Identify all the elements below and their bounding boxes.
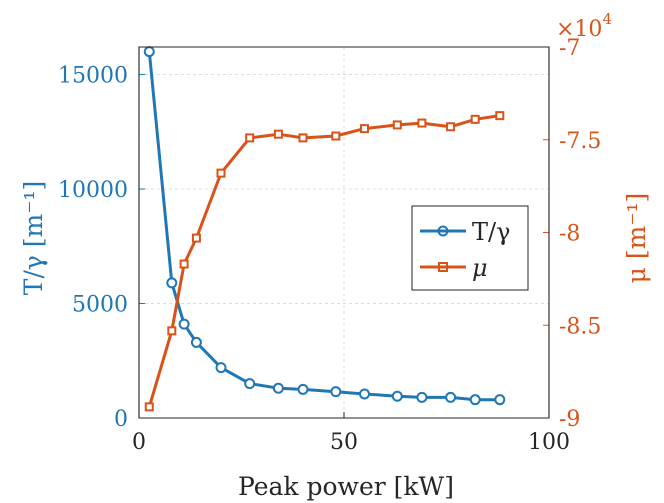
data-point-t-gamma [330,386,342,398]
tick-labels: 0 50 100 0 5000 10000 15000 -9 -8.5 -8 -7.5 -7 [58,36,601,455]
data-point-t-gamma [416,391,428,403]
data-point-mu [191,233,201,243]
data-point-t-gamma [178,318,190,330]
data-point-t-gamma [215,362,227,374]
data-point-mu [144,402,154,412]
data-point-t-gamma [297,383,309,395]
data-point-t-gamma [391,390,403,402]
data-point-mu [273,129,283,139]
legend-label-t-gamma: T/γ [472,218,510,246]
data-point-mu [216,168,226,178]
data-point-mu [495,111,505,121]
x-tick-label: 0 [132,430,146,455]
y-right-tick-label: -9 [559,407,580,432]
data-point-mu [417,118,427,128]
x-tick-label: 100 [528,430,570,455]
data-point-mu [470,114,480,124]
data-point-t-gamma [166,277,178,289]
x-axis-label: Peak power [kW] [238,472,454,501]
data-point-mu [331,131,341,141]
data-point-mu [245,133,255,143]
legend: T/γ μ [411,205,529,291]
data-point-mu [360,124,369,134]
x-tick-label: 50 [330,430,358,455]
series-lines [143,46,506,412]
data-point-mu [179,259,189,269]
y-left-axis-label: T/γ [m⁻¹] [19,181,48,295]
legend-box [411,205,529,291]
grid-lines [139,47,549,418]
data-point-t-gamma [143,46,155,58]
legend-marker-mu [438,262,448,272]
y-right-tick-label: -7.5 [559,129,601,154]
y-right-axis-label: μ [m⁻¹] [622,193,651,284]
y-left-tick-label: 10000 [58,178,128,203]
data-point-t-gamma [244,378,256,390]
data-point-mu [446,122,456,132]
y-right-tick-label: -7 [559,36,580,61]
data-point-mu [167,326,177,336]
y-left-tick-label: 0 [114,407,128,432]
y-right-exponent: ×104 [556,10,612,42]
plot-frame [138,46,550,419]
data-point-t-gamma [494,394,506,406]
data-point-t-gamma [469,394,481,406]
data-point-t-gamma [190,336,202,348]
data-point-t-gamma [272,382,284,394]
exponent-power: 4 [602,10,612,28]
data-point-mu [298,133,308,143]
y-left-tick-label: 15000 [58,63,128,88]
exponent-base: ×10 [556,17,602,42]
data-point-t-gamma [359,388,370,400]
y-right-tick-label: -8 [559,222,580,247]
y-left-tick-label: 5000 [72,292,128,317]
legend-label-mu: μ [472,254,488,282]
data-point-t-gamma [445,391,457,403]
data-point-mu [392,120,402,130]
legend-marker-t-gamma [437,225,449,237]
y-right-tick-label: -8.5 [559,314,601,339]
